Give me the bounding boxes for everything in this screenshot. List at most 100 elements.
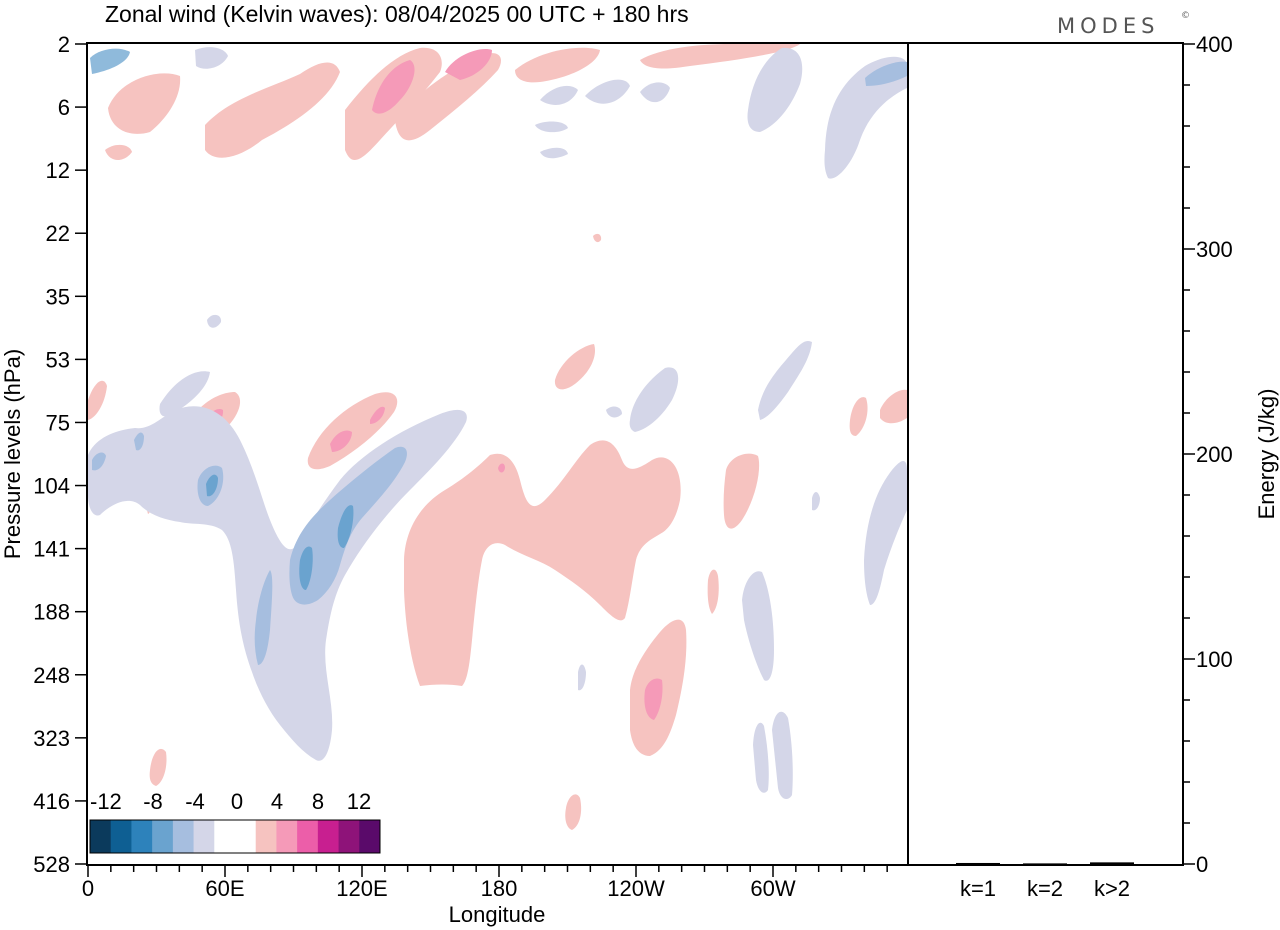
contour-negative <box>772 711 793 800</box>
colorbar-swatch <box>214 820 236 853</box>
contour-positive-strong <box>370 406 385 424</box>
colorbar-swatch <box>255 820 277 853</box>
contour-positive-strong <box>372 60 415 114</box>
contour-positive <box>205 62 340 158</box>
colorbar-label: 8 <box>312 789 324 814</box>
y-tick-label: 53 <box>46 347 70 372</box>
colorbar-swatch <box>297 820 319 853</box>
contour-negative <box>585 79 630 104</box>
colorbar-swatch <box>110 820 132 853</box>
y-axis-title: Pressure levels (hPa) <box>0 349 25 559</box>
contour-positive <box>307 392 398 470</box>
y-tick-label: 528 <box>33 852 70 877</box>
contour-negative <box>753 722 769 793</box>
y-tick-label: 416 <box>33 789 70 814</box>
x-tick-label: 60E <box>205 876 244 901</box>
y-tick-label: 35 <box>46 284 70 309</box>
heatmap-field <box>88 44 907 830</box>
colorbar-swatch <box>338 820 360 853</box>
energy-panel-frame <box>907 42 1184 866</box>
contour-negative-upper-left <box>90 48 130 74</box>
contour-positive-strong <box>498 463 505 473</box>
contour-positive <box>849 397 868 436</box>
energy-bar <box>956 862 1000 865</box>
contour-positive <box>108 73 181 134</box>
y-tick-label: 188 <box>33 600 70 625</box>
y-tick-label: 6 <box>58 95 70 120</box>
energy-bar <box>1090 862 1134 864</box>
contour-negative <box>195 47 228 69</box>
colorbar-swatch <box>193 820 215 853</box>
y-tick-label: 323 <box>33 726 70 751</box>
colorbar-swatch <box>131 820 153 853</box>
energy-axis: 0 100 200 300 400 <box>1183 32 1233 877</box>
contour-negative <box>864 460 907 605</box>
energy-category-label: k=2 <box>1027 876 1063 901</box>
contour-negative <box>606 406 622 418</box>
colorbar-label: -8 <box>143 789 163 814</box>
y-tick-label: 2 <box>58 32 70 57</box>
energy-category-label: k=1 <box>960 876 996 901</box>
contour-negative <box>540 147 568 159</box>
contour-negative-strong <box>206 474 218 497</box>
energy-tick-label: 300 <box>1196 237 1233 262</box>
colorbar-label: 0 <box>231 789 243 814</box>
x-tick-label: 120E <box>336 876 387 901</box>
colorbar-swatch <box>152 820 174 853</box>
contour-negative <box>540 85 578 105</box>
contour-positive <box>149 748 167 786</box>
x-tick-label: 120W <box>607 876 665 901</box>
contour-positive <box>880 389 907 424</box>
x-tick-label: 180 <box>481 876 518 901</box>
y-tick-label: 22 <box>46 221 70 246</box>
svg-text:MODES: MODES <box>1057 14 1159 38</box>
contour-negative <box>159 371 210 417</box>
energy-bar <box>1023 863 1067 865</box>
contour-positive <box>593 233 602 243</box>
colorbar: -12 -8 -4 0 4 8 12 <box>88 786 382 856</box>
contour-negative <box>824 56 907 179</box>
contour-positive <box>105 144 132 160</box>
contour-positive <box>707 569 719 614</box>
y-axis: 2 6 12 22 35 53 75 104 141 188 248 323 416 528 <box>33 32 87 877</box>
colorbar-swatch <box>172 820 195 853</box>
contour-negative <box>758 340 812 420</box>
y-tick-label: 12 <box>46 158 70 183</box>
contour-positive-strong <box>644 678 663 720</box>
contour-positive <box>565 794 582 830</box>
contour-negative-mid <box>92 452 106 471</box>
colorbar-swatch <box>359 820 381 853</box>
energy-bars: k=1 k=2 k>2 <box>956 862 1134 901</box>
x-tick-label: 60W <box>750 876 795 901</box>
contour-positive <box>88 380 107 420</box>
colorbar-swatch <box>276 820 298 853</box>
contour-positive <box>554 344 596 390</box>
energy-tick-label: 100 <box>1196 647 1233 672</box>
chart-title: Zonal wind (Kelvin waves): 08/04/2025 00… <box>105 1 689 27</box>
colorbar-swatch <box>235 820 257 853</box>
contour-negative-mid <box>134 432 144 451</box>
brand-logo: MODES © <box>1057 11 1190 38</box>
colorbar-label: 12 <box>347 789 371 814</box>
energy-category-label: k>2 <box>1094 876 1130 901</box>
contour-negative <box>629 367 679 432</box>
contour-negative <box>747 47 803 132</box>
colorbar-swatch <box>90 820 112 853</box>
y-tick-label: 75 <box>46 410 70 435</box>
contour-negative <box>535 121 568 133</box>
contour-negative <box>207 314 222 328</box>
x-axis-title: Longitude <box>449 902 546 927</box>
contour-positive-strong <box>445 49 492 80</box>
x-tick-label: 0 <box>82 876 94 901</box>
contour-positive <box>640 44 800 69</box>
contour-negative-mid <box>254 570 273 665</box>
colorbar-label: -12 <box>90 789 122 814</box>
colorbar-outline <box>89 819 381 854</box>
colorbar-swatch <box>317 820 340 853</box>
contour-positive-main <box>404 440 681 686</box>
energy-tick-label: 400 <box>1196 32 1233 57</box>
contour-negative <box>578 664 586 691</box>
contour-positive-strong <box>330 430 352 452</box>
contour-negative-strong <box>337 505 354 548</box>
